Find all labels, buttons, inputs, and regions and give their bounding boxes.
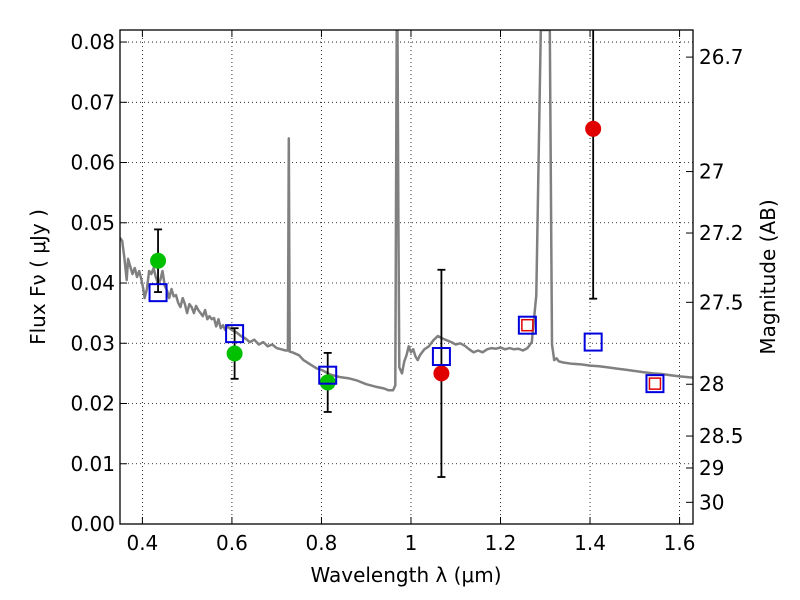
observed-red-point [585,120,602,137]
x-tick-label: 0.6 [216,531,248,555]
y-tick-label: 0.00 [70,512,115,536]
observed-green-point [226,345,243,362]
model-red-square [648,377,662,390]
observed-green-point [150,252,167,269]
model-blue-square [645,374,665,394]
model-blue-square [318,365,338,385]
y-tick-label: 0.08 [70,30,115,54]
y-tick-label: 0.06 [70,151,115,175]
x-tick-label: 0.8 [306,531,338,555]
model-blue-square [517,315,537,335]
magnitude-tick-label: 29 [699,456,724,480]
model-blue-square [583,332,603,352]
magnitude-tick-label: 27 [699,160,724,184]
plot-area [120,30,693,478]
x-tick-label: 1.6 [664,531,696,555]
plot-frame [119,29,694,525]
y-tick-label: 0.05 [70,211,115,235]
model-red-square [521,318,534,332]
model-blue-square [148,283,168,303]
magnitude-tick-label: 27.2 [699,221,744,245]
x-axis-title: Wavelength λ (μm) [310,563,501,587]
x-tick-label: 1.2 [485,531,517,555]
magnitude-tick-label: 27.5 [699,290,744,314]
x-tick-label: 0.4 [126,531,158,555]
y-tick-label: 0.01 [70,452,115,476]
ticks [120,30,693,525]
tick-labels: 0.4 0.6 0.8 1 1.2 1.4 1.6 0.00 0.01 0.02 0.03 0.04 0… [70,30,743,555]
observed-red-point [433,365,450,382]
magnitude-tick-label: 28.5 [699,424,744,448]
y-tick-label: 0.03 [70,331,115,355]
y-tick-label: 0.02 [70,392,115,416]
y-axis-title-right: Magnitude (AB) [756,199,780,354]
x-tick-label: 1.4 [574,531,606,555]
markers [148,30,665,478]
magnitude-tick-label: 28 [699,372,724,396]
model-blue-square [431,347,451,367]
magnitude-tick-label: 26.7 [699,45,744,69]
model-blue-square [225,324,245,344]
observed-green-point [319,374,336,391]
y-axis-title-left: Flux Fν ( μJy ) [26,209,50,345]
x-tick-label: 1 [405,531,418,555]
magnitude-tick-label: 30 [699,490,724,514]
y-tick-label: 0.04 [70,271,115,295]
y-tick-label: 0.07 [70,90,115,114]
